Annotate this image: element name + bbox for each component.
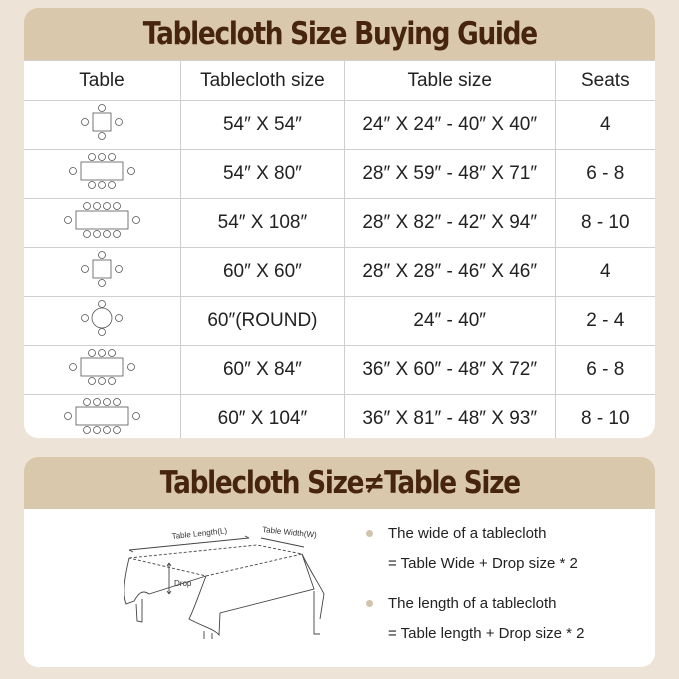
tablecloth-size-cell: 60″(ROUND) (180, 296, 345, 346)
tablecloth-size-cell: 54″ X 108″ (180, 198, 345, 248)
width-label: Table Width(W) (262, 525, 318, 540)
header-seats: Seats (554, 60, 655, 101)
guide-title-band: Tablecloth Size Buying Guide (24, 8, 655, 60)
header-tablecloth-size: Tablecloth size (180, 60, 345, 101)
tablecloth-size-cell: 60″ X 60″ (180, 247, 345, 297)
bullet-dot-icon (366, 600, 373, 607)
table-shape-cell (24, 394, 181, 438)
rect-10-seats-icon (64, 398, 140, 434)
seats-cell: 4 (554, 247, 655, 297)
formula-title-band: Tablecloth Size≠Table Size (24, 457, 655, 509)
seats-cell: 2 - 4 (554, 296, 655, 346)
formula-line: = Table length + Drop size * 2 (388, 625, 585, 642)
table-shape-cell (24, 198, 181, 248)
round-4-seats-icon (81, 300, 123, 336)
tablecloth-size-cell: 54″ X 54″ (180, 100, 345, 150)
seats-cell: 6 - 8 (554, 149, 655, 199)
table-shape-cell (24, 296, 181, 346)
tablecloth-size-cell: 54″ X 80″ (180, 149, 345, 199)
table-row: 54″ X 80″ 28″ X 59″ - 48″ X 71″ 6 - 8 (24, 149, 655, 199)
table-size-cell: 24″ - 40″ (343, 296, 556, 346)
table-row: 54″ X 108″ 28″ X 82″ - 42″ X 94″ 8 - 10 (24, 198, 655, 248)
table-size-cell: 28″ X 28″ - 46″ X 46″ (343, 247, 556, 297)
formula-line: = Table Wide + Drop size * 2 (388, 555, 578, 572)
table-size-cell: 28″ X 59″ - 48″ X 71″ (343, 149, 556, 199)
rect-10-seats-icon (64, 202, 140, 238)
guide-title: Tablecloth Size Buying Guide (142, 16, 537, 52)
formula-list: The wide of a tablecloth = Table Wide + … (364, 519, 585, 659)
size-table: Table Tablecloth size Table size Seats 5… (24, 60, 655, 438)
rect-8-seats-icon (69, 153, 135, 189)
table-size-cell: 36″ X 60″ - 48″ X 72″ (343, 345, 556, 395)
tablecloth-size-cell: 60″ X 84″ (180, 345, 345, 395)
formula-title: Tablecloth Size≠Table Size (159, 465, 520, 501)
header-table-size: Table size (343, 60, 556, 101)
tablecloth-diagram-icon: Table Length(L) Table Width(W) Drop (124, 525, 325, 639)
header-table: Table (24, 60, 181, 101)
seats-cell: 6 - 8 (554, 345, 655, 395)
seats-cell: 8 - 10 (554, 198, 655, 248)
seats-cell: 8 - 10 (554, 394, 655, 438)
table-row: 54″ X 54″ 24″ X 24″ - 40″ X 40″ 4 (24, 100, 655, 150)
bullet-dot-icon (366, 530, 373, 537)
length-formula: The length of a tablecloth = Table lengt… (364, 589, 585, 649)
table-size-cell: 36″ X 81″ - 48″ X 93″ (343, 394, 556, 438)
formula-card: Tablecloth Size≠Table Size Table Length(… (24, 457, 655, 667)
table-row: 60″ X 84″ 36″ X 60″ - 48″ X 72″ 6 - 8 (24, 345, 655, 395)
table-row: 60″ X 60″ 28″ X 28″ - 46″ X 46″ 4 (24, 247, 655, 297)
table-size-cell: 24″ X 24″ - 40″ X 40″ (343, 100, 556, 150)
width-formula: The wide of a tablecloth = Table Wide + … (364, 519, 585, 579)
size-guide-card: Tablecloth Size Buying Guide Table Table… (24, 8, 655, 438)
table-row: 60″(ROUND) 24″ - 40″ 2 - 4 (24, 296, 655, 346)
table-row: 60″ X 104″ 36″ X 81″ - 48″ X 93″ 8 - 10 (24, 394, 655, 438)
rect-8-seats-icon (69, 349, 135, 385)
table-shape-cell (24, 149, 181, 199)
drop-label: Drop (174, 579, 192, 588)
seats-cell: 4 (554, 100, 655, 150)
table-shape-cell (24, 345, 181, 395)
square-4-seats-icon (81, 104, 123, 140)
length-label: Table Length(L) (171, 526, 228, 541)
header-row: Table Tablecloth size Table size Seats (24, 60, 655, 101)
table-shape-cell (24, 100, 181, 150)
table-shape-cell (24, 247, 181, 297)
formula-line: The wide of a tablecloth (388, 525, 547, 542)
square-4-seats-icon (81, 251, 123, 287)
tablecloth-size-cell: 60″ X 104″ (180, 394, 345, 438)
formula-line: The length of a tablecloth (388, 595, 557, 612)
table-size-cell: 28″ X 82″ - 42″ X 94″ (343, 198, 556, 248)
